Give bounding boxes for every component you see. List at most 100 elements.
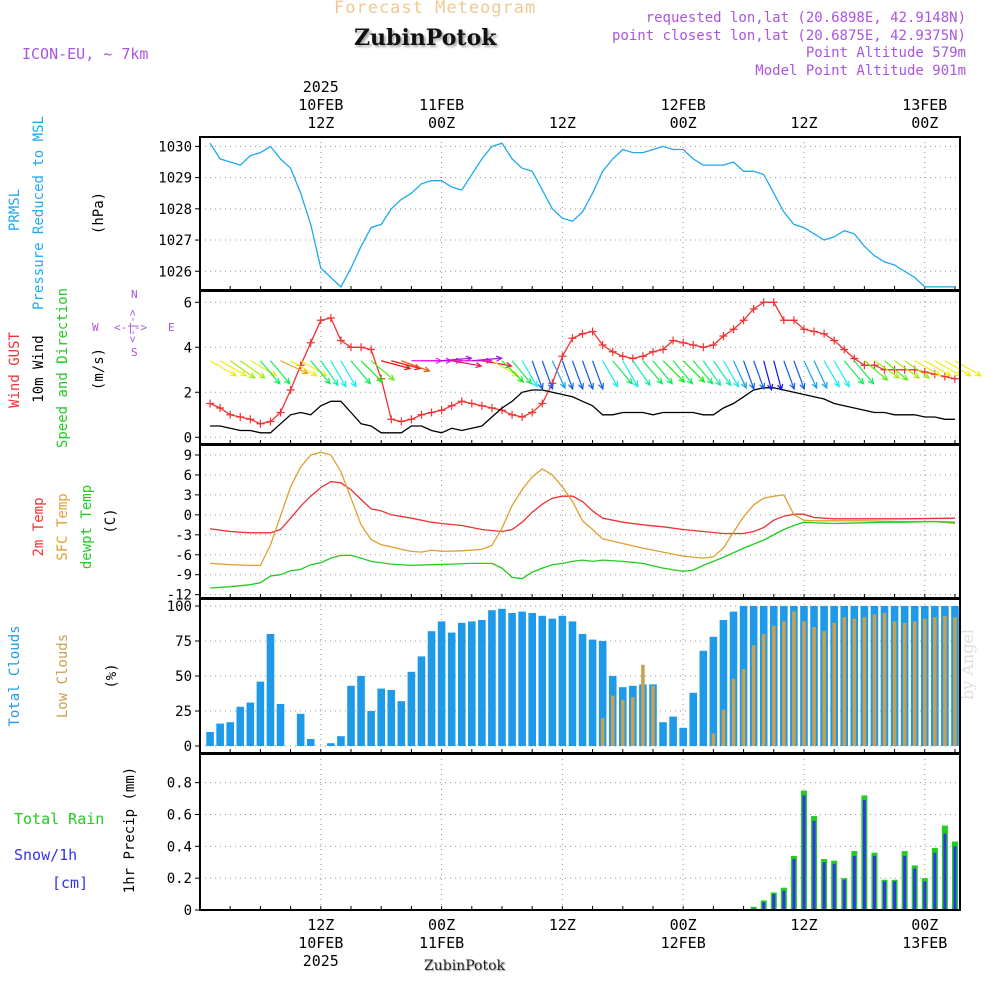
gust-marker <box>810 327 819 336</box>
y-tick-label: 1026 <box>158 264 192 280</box>
wind-direction-arrow <box>290 360 317 377</box>
total-cloud-bar <box>206 732 214 746</box>
low-cloud-bar <box>922 618 927 746</box>
total-cloud-bar <box>669 716 677 746</box>
y-tick-label: 0 <box>184 508 192 524</box>
gust-marker <box>437 406 446 415</box>
y-tick-label: 0.8 <box>167 776 192 792</box>
wind-arrow-head <box>559 381 566 390</box>
wind-arrow-head <box>759 382 766 391</box>
total-cloud-bar <box>236 706 245 746</box>
wind-direction-arrow <box>229 360 256 379</box>
snow-bar <box>893 881 897 910</box>
total-cloud-bar <box>357 676 365 746</box>
top-time-label: 12Z <box>307 114 334 132</box>
wind-direction-arrow <box>511 360 532 385</box>
temp-2m-label: 2m Temp <box>31 497 47 556</box>
top-time-label: 11FEB <box>419 96 464 114</box>
low-cloud-bar <box>902 622 907 746</box>
gust-marker <box>618 352 627 361</box>
wind-direction-arrow <box>894 360 920 379</box>
snow-bar <box>842 879 846 910</box>
wind-arrow-head <box>644 379 651 387</box>
wind-arrow-head <box>376 376 384 383</box>
snow-bar <box>852 855 856 910</box>
y-tick-label: 0 <box>184 903 192 919</box>
wind-arrow-head <box>350 380 357 388</box>
wind-direction-arrow <box>743 360 755 390</box>
total-cloud-bar <box>276 704 285 746</box>
wind-arrow-head <box>567 382 574 391</box>
low-cloud-bar <box>741 669 746 746</box>
wind-arrow-head <box>741 381 747 390</box>
y-tick-label: 3 <box>184 488 192 504</box>
wind-direction-arrow <box>853 360 875 385</box>
snow-bar <box>832 863 836 910</box>
wind-direction-arrow <box>874 360 900 379</box>
compass-north: N <box>131 288 138 301</box>
wind-direction-arrow <box>300 360 327 377</box>
wind-arrow-head <box>789 382 796 391</box>
wind-direction-arrow <box>441 357 472 362</box>
wind-direction-arrow <box>571 360 584 390</box>
gust-marker <box>407 415 416 424</box>
total-cloud-bar <box>306 739 315 746</box>
wind-direction-arrow <box>521 360 538 388</box>
total-cloud-bar <box>548 618 557 746</box>
low-cloud-bar <box>852 618 857 746</box>
model-point-altitude: Model Point Altitude 901m <box>755 63 966 79</box>
wind-arrow-head <box>901 374 909 381</box>
bottom-time-label: 13FEB <box>902 934 947 952</box>
gust-marker <box>306 338 315 347</box>
total-cloud-bar <box>367 711 375 746</box>
wind-direction-arrow <box>259 360 281 385</box>
wind-arrow-head <box>273 377 281 385</box>
total-cloud-bar <box>377 688 385 746</box>
top-time-label: 00Z <box>670 114 697 132</box>
gust-marker <box>699 343 708 352</box>
wind-direction-arrow <box>370 360 395 381</box>
low-cloud-bar <box>641 664 645 746</box>
snow-bar <box>883 881 887 910</box>
wind-direction-label: Speed and Direction <box>55 288 71 448</box>
wind-arrow-head <box>811 381 818 390</box>
gust-marker <box>669 336 678 345</box>
wind-arrow-head <box>799 382 806 391</box>
low-cloud-bar <box>822 631 826 746</box>
wind-direction-arrow <box>682 360 705 383</box>
wind-direction-arrow <box>732 360 747 389</box>
wind-direction-arrow <box>833 360 850 388</box>
y-tick-label: 0 <box>184 739 192 755</box>
low-cloud-bar <box>953 617 957 746</box>
panel-wind: 0 2 4 6 <box>184 290 983 446</box>
wind-direction-arrow <box>672 360 693 385</box>
wind-direction-arrow <box>753 360 765 390</box>
wind-arrow-head <box>332 379 339 387</box>
wind-direction-arrow <box>401 360 430 372</box>
wind-direction-arrow <box>270 360 291 385</box>
total-cloud-bar <box>498 608 506 746</box>
gust-marker <box>236 413 245 421</box>
total-cloud-bar <box>447 632 456 746</box>
gust-marker <box>387 415 396 424</box>
wind-arrow-head <box>767 383 774 392</box>
gust-marker <box>950 374 959 383</box>
gust-marker <box>830 336 839 345</box>
snow-bar <box>802 795 806 910</box>
wind-direction-arrow <box>924 360 952 377</box>
wind-arrow-head <box>547 382 554 391</box>
total-cloud-bar <box>659 722 667 746</box>
wind-direction-arrow <box>350 360 371 385</box>
wind-direction-arrow <box>531 360 544 390</box>
wind-arrow-head <box>495 355 504 362</box>
wind-direction-arrow <box>773 360 783 390</box>
gust-marker <box>216 404 225 412</box>
wind-arrow-head <box>632 380 639 388</box>
wind-direction-arrow <box>219 360 247 377</box>
wind-arrow-head <box>843 380 850 388</box>
bottom-time-label: 12Z <box>307 916 334 934</box>
snow-bar <box>782 890 786 910</box>
gust-marker <box>487 404 496 412</box>
snow-bar <box>943 833 947 910</box>
total-cloud-bar <box>457 622 466 746</box>
